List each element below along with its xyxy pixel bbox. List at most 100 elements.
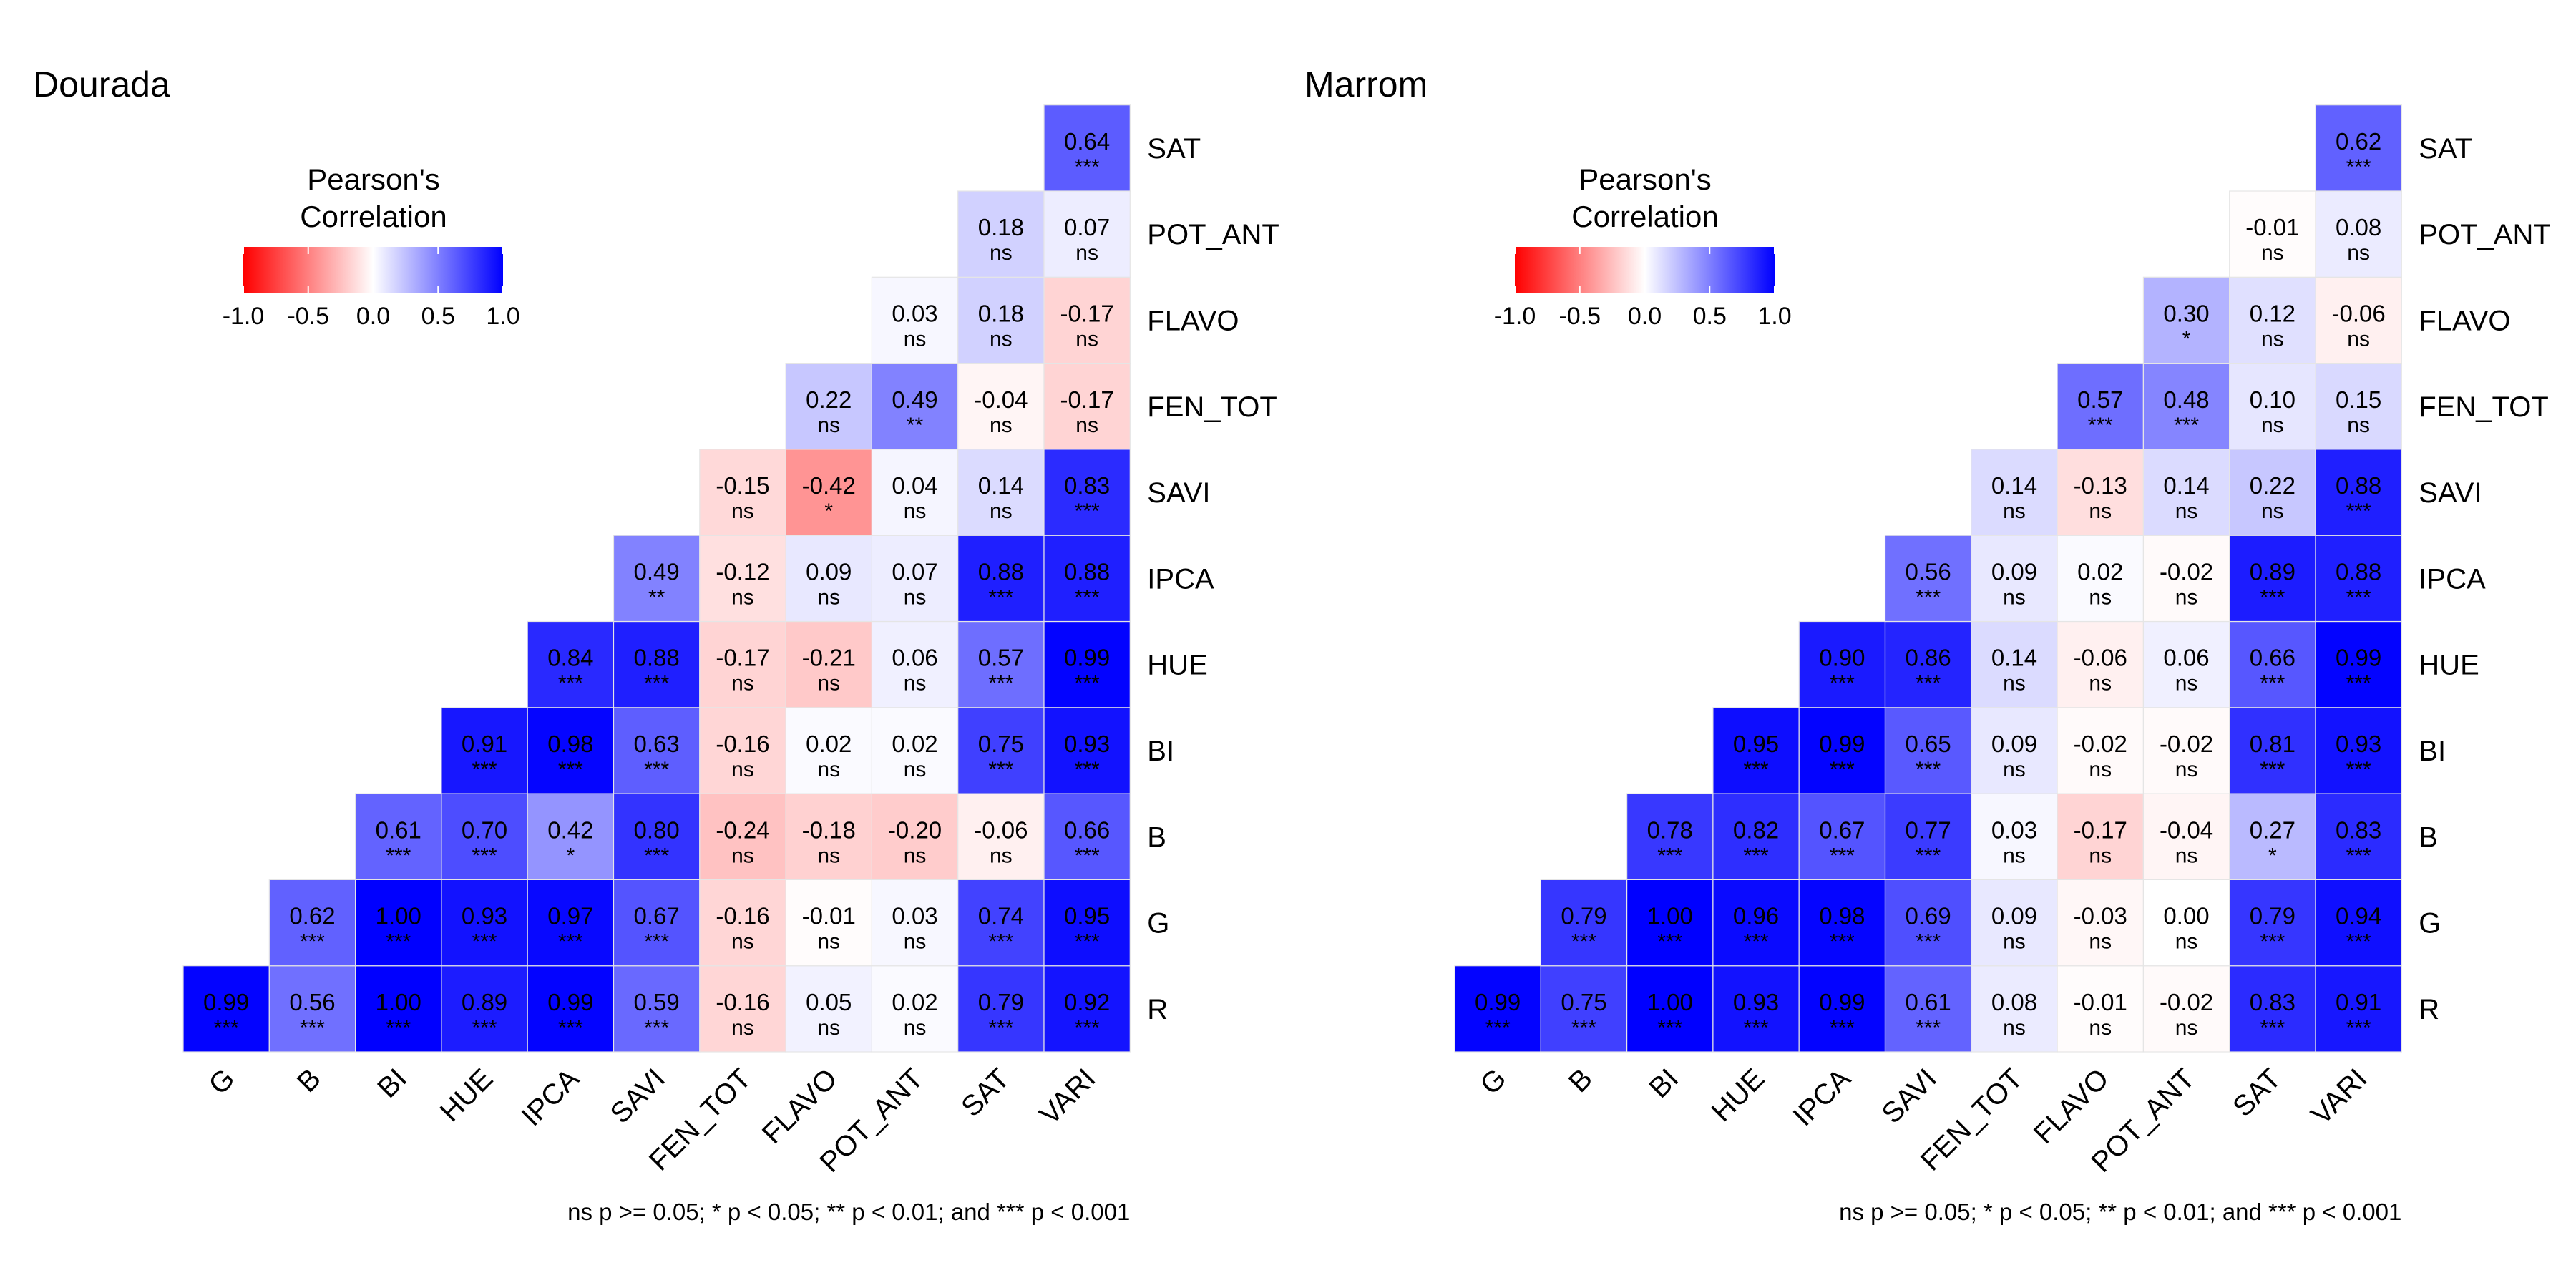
y-tick-label: SAVI (2419, 477, 2482, 509)
cell-significance: ns (731, 844, 754, 867)
heatmap-cell (699, 535, 786, 623)
heatmap-cell (2229, 620, 2316, 708)
cell-value: 0.48 (2163, 386, 2209, 413)
heatmap-cell (1712, 707, 1800, 794)
y-tick-label: POT_ANT (1147, 219, 1279, 250)
heatmap-cell (1043, 793, 1131, 880)
heatmap-cell (441, 793, 528, 880)
cell-value: -0.12 (716, 558, 769, 585)
cell-significance: ns (2347, 241, 2370, 265)
y-tick-label: G (2419, 908, 2441, 940)
cell-value: -0.02 (2160, 989, 2213, 1015)
x-tick-label: FLAVO (756, 1063, 844, 1150)
cell-significance: *** (2260, 672, 2285, 696)
cell-significance: *** (386, 930, 411, 954)
heatmap-cell (1043, 707, 1131, 794)
cell-value: 0.09 (806, 558, 852, 585)
cell-significance: ns (2003, 499, 2026, 523)
heatmap-cell (527, 620, 615, 708)
heatmap-cell (785, 449, 872, 536)
heatmap-cell (2142, 620, 2230, 708)
cell-significance: ns (817, 844, 840, 867)
cell-significance: *** (472, 844, 497, 867)
cell-value: 0.89 (462, 989, 507, 1015)
cell-significance: ns (990, 241, 1013, 265)
cell-value: 0.83 (2336, 816, 2381, 843)
cell-value: 0.74 (978, 903, 1024, 930)
cell-significance: *** (988, 672, 1013, 696)
heatmap-panel-marrom: Marrom0.99***0.75***1.00***0.93***0.99**… (1304, 64, 2551, 1225)
cell-significance: *** (1830, 930, 1855, 954)
cell-significance: ns (2089, 1016, 2112, 1040)
x-tick-label: FLAVO (2028, 1063, 2115, 1150)
cell-value: -0.21 (802, 645, 856, 671)
cell-significance: *** (644, 758, 669, 781)
cell-significance: * (2182, 327, 2191, 351)
heatmap-cell (2229, 363, 2316, 450)
cell-significance: *** (1657, 844, 1682, 867)
cell-significance: *** (988, 1016, 1013, 1040)
cell-significance: ns (731, 672, 754, 696)
heatmap-cell (2142, 535, 2230, 623)
cell-significance: ns (904, 585, 927, 609)
cell-significance: ns (2003, 585, 2026, 609)
heatmap-cell (1626, 793, 1714, 880)
cell-significance: *** (2260, 758, 2285, 781)
heatmap-cell (2229, 965, 2316, 1053)
heatmap-cell (785, 707, 872, 794)
cell-significance: *** (1916, 930, 1941, 954)
cell-value: 0.02 (892, 989, 937, 1015)
heatmap-cell (613, 535, 701, 623)
legend-tick-label: -1.0 (223, 303, 265, 330)
heatmap-cell (1043, 363, 1131, 450)
cell-significance: ns (2175, 499, 2198, 523)
cell-significance: ns (2089, 499, 2112, 523)
heatmap-cell (182, 965, 270, 1053)
cell-significance: ns (2347, 327, 2370, 351)
heatmap-cell (1971, 620, 2058, 708)
cell-significance: ns (2175, 930, 2198, 954)
cell-value: 0.95 (1064, 903, 1110, 930)
cell-value: 0.18 (978, 300, 1024, 326)
cell-value: 0.03 (892, 903, 937, 930)
legend-title: Pearson's (307, 162, 439, 196)
cell-significance: ns (731, 499, 754, 523)
significance-note: ns p >= 0.05; * p < 0.05; ** p < 0.01; a… (1839, 1199, 2401, 1225)
heatmap-cell (699, 965, 786, 1053)
cell-significance: *** (1744, 930, 1769, 954)
cell-value: -0.01 (2074, 989, 2127, 1015)
cell-value: 0.67 (1819, 816, 1865, 843)
heatmap-cell (1626, 965, 1714, 1053)
cell-significance: ns (2089, 585, 2112, 609)
heatmap-cell (2142, 363, 2230, 450)
cell-significance: ns (1075, 327, 1098, 351)
cell-value: 0.99 (1819, 989, 1865, 1015)
cell-value: 0.99 (2336, 645, 2381, 671)
cell-value: 0.79 (1561, 903, 1606, 930)
cell-significance: *** (558, 758, 583, 781)
cell-significance: ns (817, 930, 840, 954)
cell-value: 0.95 (1733, 731, 1779, 757)
x-tick-label: HUE (434, 1063, 499, 1128)
cell-value: 0.99 (1475, 989, 1521, 1015)
cell-value: -0.06 (2332, 300, 2386, 326)
legend-tick-label: -0.5 (1558, 303, 1601, 330)
cell-significance: ns (2175, 672, 2198, 696)
cell-significance: *** (1571, 1016, 1596, 1040)
cell-significance: *** (1075, 585, 1100, 609)
legend-tick-label: 1.0 (486, 303, 519, 330)
cell-significance: *** (1744, 758, 1769, 781)
cell-significance: *** (1657, 930, 1682, 954)
cell-significance: ns (904, 844, 927, 867)
cell-value: 0.83 (1064, 472, 1110, 499)
cell-significance: *** (1916, 844, 1941, 867)
heatmap-cell (441, 707, 528, 794)
cell-value: 0.18 (978, 214, 1024, 240)
cell-significance: ns (2089, 844, 2112, 867)
cell-value: 0.98 (547, 731, 593, 757)
cell-significance: *** (472, 930, 497, 954)
cell-significance: *** (214, 1016, 239, 1040)
x-tick-label: B (291, 1063, 327, 1098)
cell-significance: *** (644, 844, 669, 867)
